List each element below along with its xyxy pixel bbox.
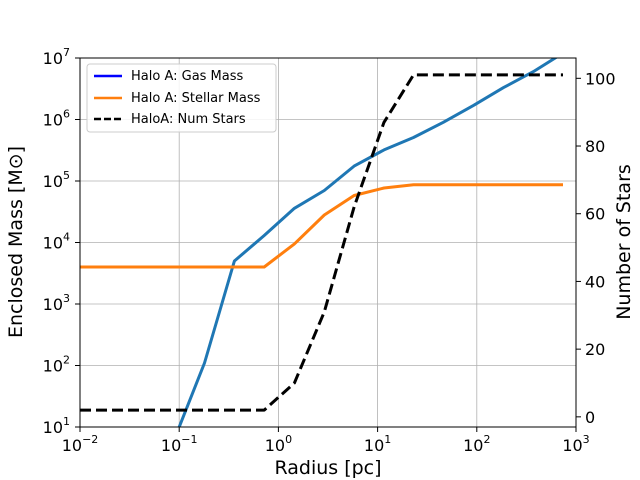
x-tick-label: 100: [265, 433, 292, 455]
y-left-tick-label: 107: [43, 46, 70, 68]
y-left-tick-label: 101: [43, 415, 70, 437]
y-right-tick-label: 40: [585, 272, 605, 291]
legend-label-gas-mass: Halo A: Gas Mass: [131, 69, 244, 84]
legend: Halo A: Gas Mass Halo A: Stellar Mass Ha…: [86, 63, 277, 133]
y-right-tick-label: 60: [585, 205, 605, 224]
x-tick-label: 10−1: [161, 433, 198, 455]
series-line-1: [80, 183, 563, 269]
axes-layer: 10−2 10−1 100 101 102 103 101 102 103 104 105 106 10…: [43, 46, 616, 455]
legend-label-num-stars: HaloA: Num Stars: [131, 112, 246, 127]
x-tick-label: 101: [364, 433, 391, 455]
legend-frame: [86, 63, 277, 133]
x-axis-label: Radius [pc]: [274, 457, 381, 479]
y-left-tick-label: 105: [43, 169, 70, 191]
y-right-tick-label: 80: [585, 137, 605, 156]
grid-layer: [79, 57, 577, 428]
y-left-tick-label: 104: [43, 231, 70, 253]
x-tick-label: 102: [463, 433, 490, 455]
y-axis-right-label: Number of Stars: [613, 164, 635, 320]
y-right-tick-label: 100: [585, 69, 616, 88]
y-right-tick-label: 0: [585, 408, 595, 427]
series-line-2: [80, 73, 563, 412]
x-tick-label: 10−2: [62, 433, 99, 455]
series-layer: [80, 58, 563, 427]
y-left-tick-label: 102: [43, 354, 70, 376]
series-line-0: [177, 58, 558, 427]
y-right-tick-label: 20: [585, 340, 605, 359]
y-left-tick-label: 106: [43, 108, 70, 130]
y-left-tick-label: 103: [43, 292, 70, 314]
legend-label-stellar-mass: Halo A: Stellar Mass: [131, 91, 261, 106]
y-axis-left-label: Enclosed Mass [M⊙]: [5, 146, 27, 338]
x-tick-label: 103: [562, 433, 589, 455]
